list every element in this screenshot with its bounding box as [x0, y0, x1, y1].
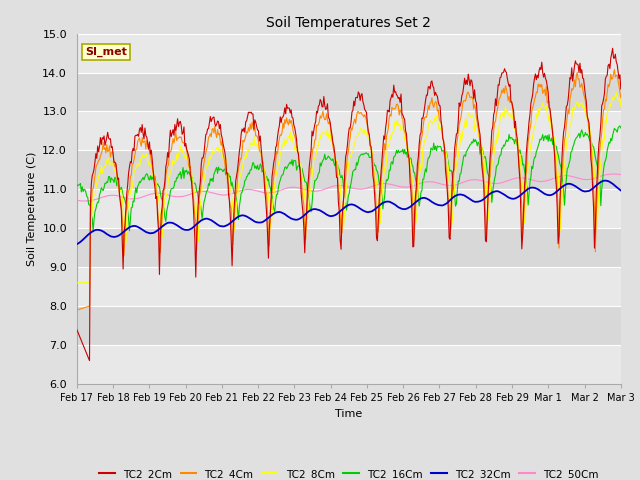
Y-axis label: Soil Temperature (C): Soil Temperature (C) — [27, 152, 36, 266]
Bar — [77, 34, 621, 72]
Bar — [77, 267, 621, 306]
Text: SI_met: SI_met — [85, 47, 127, 57]
Bar — [77, 228, 621, 267]
Title: Soil Temperatures Set 2: Soil Temperatures Set 2 — [266, 16, 431, 30]
Bar — [77, 111, 621, 150]
X-axis label: Time: Time — [335, 408, 362, 419]
Bar — [77, 72, 621, 111]
Legend: TC2_2Cm, TC2_4Cm, TC2_8Cm, TC2_16Cm, TC2_32Cm, TC2_50Cm: TC2_2Cm, TC2_4Cm, TC2_8Cm, TC2_16Cm, TC2… — [95, 465, 602, 480]
Bar — [77, 306, 621, 345]
Bar — [77, 150, 621, 189]
Bar — [77, 189, 621, 228]
Bar — [77, 345, 621, 384]
